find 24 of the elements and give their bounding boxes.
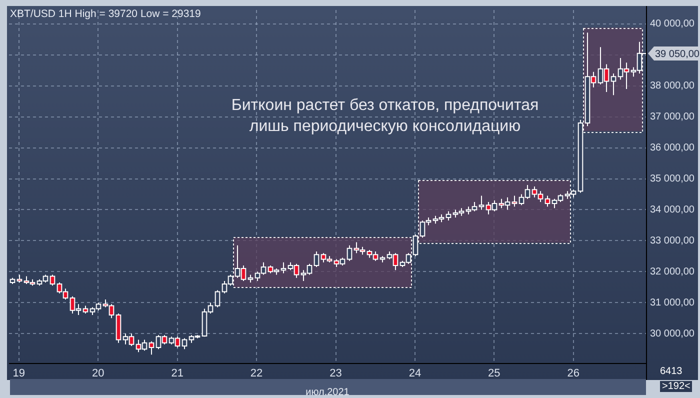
x-tick-label: 24 xyxy=(408,368,422,380)
y-tick-label: 36 000,00 xyxy=(650,142,695,154)
x-tick-label: 26 xyxy=(567,368,580,380)
x-tick-label: 22 xyxy=(250,368,263,380)
x-tick-label: 19 xyxy=(12,368,26,380)
text: 6413 xyxy=(660,366,682,377)
y-tick-label: 34 000,00 xyxy=(650,204,695,216)
text: >192< xyxy=(660,381,692,392)
text: 39 050,00 xyxy=(655,48,700,60)
chart-title: XBT/USD 1H High = 39720 Low = 29319 xyxy=(10,8,201,20)
y-tick-label: 30 000,00 xyxy=(650,328,695,340)
y-tick-label: 40 000,00 xyxy=(650,18,695,30)
y-tick-label: 37 000,00 xyxy=(650,112,695,123)
x-tick-label: 20 xyxy=(92,368,104,380)
y-tick-label: 32 000,00 xyxy=(650,266,695,278)
y-tick-label: 31 000,00 xyxy=(650,297,695,308)
y-tick-label: 33 000,00 xyxy=(650,235,695,246)
x-tick-label: 25 xyxy=(488,368,500,380)
x-tick-label: 23 xyxy=(330,368,342,380)
y-tick-label: 38 000,00 xyxy=(650,80,695,92)
x-tick-label: 21 xyxy=(171,368,184,380)
y-tick-label: 35 000,00 xyxy=(650,174,695,185)
annotation: Биткоин растет без откатов, предпочитая лишь периодическую консолидацию xyxy=(230,96,540,137)
x-axis-title: июл.2021 xyxy=(306,386,350,398)
